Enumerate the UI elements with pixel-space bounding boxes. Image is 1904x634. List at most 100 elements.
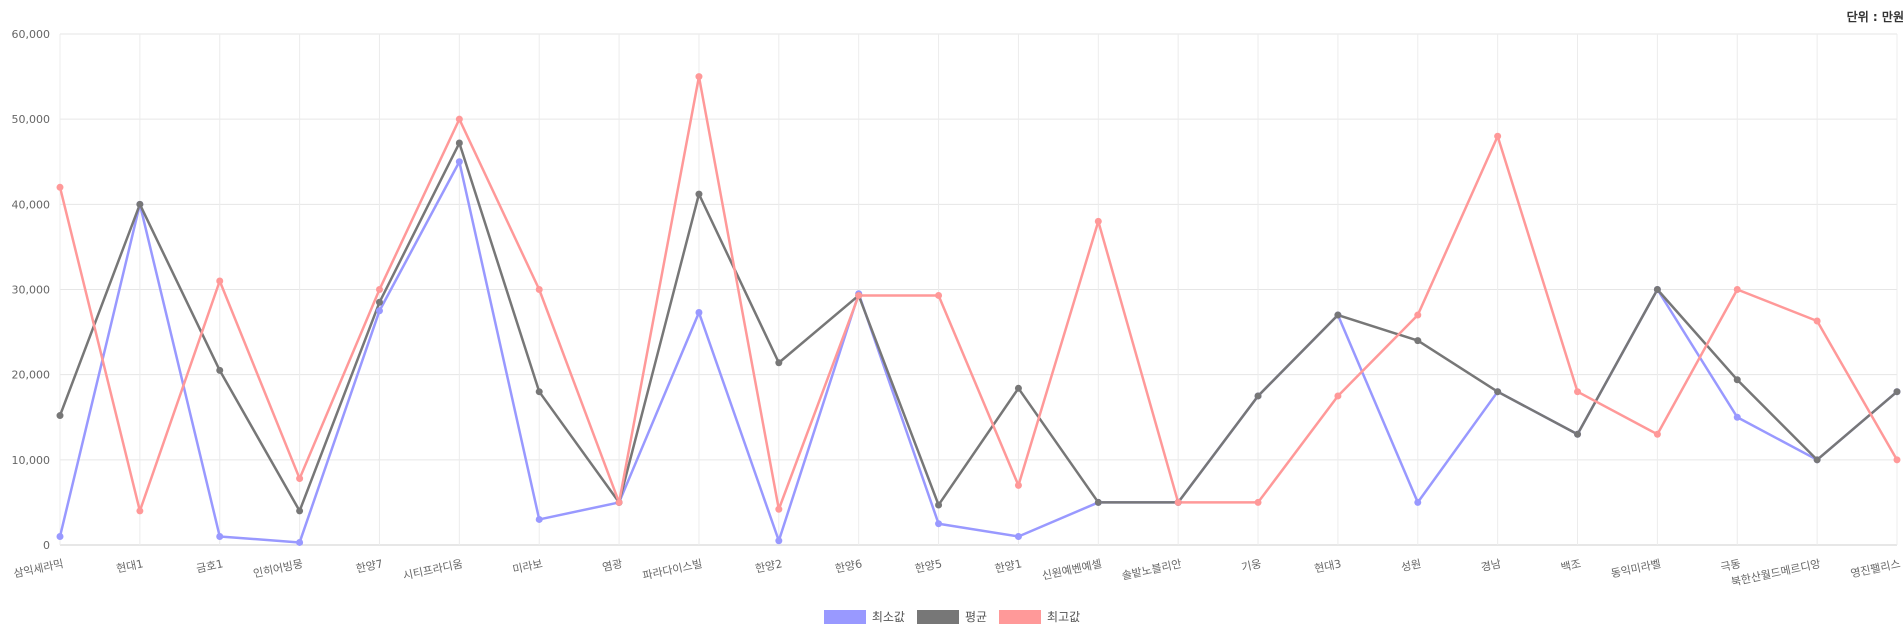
y-tick-label: 0 (43, 539, 50, 552)
line-chart: 0 10,000 20,000 30,000 40,000 50,000 60,000 삼익… (12, 28, 1902, 589)
data-point (455, 115, 463, 123)
data-point (1014, 384, 1022, 392)
data-point (775, 537, 783, 545)
data-point (296, 538, 304, 546)
y-tick-label: 50,000 (12, 113, 51, 126)
y-tick-label: 10,000 (12, 454, 51, 467)
series-line-1 (58, 141, 1898, 513)
data-point (775, 359, 783, 367)
legend-swatch (823, 609, 866, 624)
data-point (1813, 456, 1821, 464)
y-axis-ticks: 0 10,000 20,000 30,000 40,000 50,000 60,000 (12, 28, 51, 552)
data-point (1733, 376, 1741, 384)
data-point (1094, 217, 1102, 225)
data-point (535, 388, 543, 396)
y-tick-label: 30,000 (12, 284, 51, 297)
data-point (1014, 532, 1022, 540)
data-point (375, 307, 383, 315)
data-point (296, 475, 304, 483)
data-point (1733, 286, 1741, 293)
data-point (216, 277, 224, 285)
x-tick-label: 솔밭노블리안 (1121, 557, 1183, 582)
data-point (1574, 388, 1582, 396)
data-point (935, 520, 943, 528)
x-tick-label: 백조 (1560, 557, 1583, 574)
x-tick-label: 시티프라디움 (402, 557, 464, 582)
x-tick-label: 기웅 (1240, 557, 1263, 574)
x-tick-label: 현대1 (115, 557, 144, 575)
data-point (1334, 311, 1342, 319)
x-tick-label: 금호1 (195, 557, 224, 575)
data-point (1813, 317, 1821, 325)
data-point (535, 286, 543, 293)
x-tick-label: 북한산월드메르디앙 (1730, 557, 1822, 589)
legend-label: 평균 (964, 610, 988, 624)
x-tick-label: 삼익세라믹 (12, 557, 64, 580)
legend-swatch (916, 609, 959, 624)
x-tick-label: 성원 (1400, 557, 1423, 574)
x-tick-label: 경남 (1480, 557, 1503, 574)
y-tick-label: 20,000 (12, 369, 51, 382)
legend-item[interactable]: 평균 (916, 608, 988, 625)
data-point (695, 73, 703, 81)
x-axis-ticks: 삼익세라믹 현대1 금호1 인히어빙뭉 한양7 시티프라디움 미라보 염광 파라다이스빌 한양2 한… (12, 556, 1901, 589)
data-point (136, 200, 144, 208)
data-point (455, 158, 463, 166)
data-point (1574, 430, 1582, 438)
data-point (56, 532, 64, 540)
data-point (1494, 388, 1502, 396)
grid (59, 33, 1898, 546)
data-point (136, 507, 144, 515)
x-tick-label: 파라다이스빌 (641, 557, 703, 582)
x-tick-label: 한양1 (994, 557, 1023, 575)
legend-label: 최고값 (1047, 610, 1081, 624)
legend-item[interactable]: 최소값 (823, 608, 905, 625)
series-points (56, 73, 1901, 546)
x-tick-label: 한양2 (754, 557, 783, 575)
data-point (1094, 498, 1102, 506)
legend-item[interactable]: 최고값 (999, 608, 1080, 625)
x-tick-label: 한양5 (914, 557, 943, 575)
x-tick-label: 염광 (601, 557, 624, 574)
data-point (375, 298, 383, 306)
data-point (455, 139, 463, 147)
x-tick-label: 영진팰리스 (1849, 557, 1901, 580)
y-tick-label: 60,000 (12, 28, 51, 41)
data-point (1254, 392, 1262, 400)
series-line-2 (58, 75, 1899, 513)
data-point (1893, 456, 1901, 464)
data-point (1254, 498, 1262, 506)
unit-label: 단위 : 만원 (1846, 10, 1904, 24)
data-point (375, 286, 383, 293)
y-tick-label: 40,000 (12, 198, 51, 211)
x-tick-label: 동익미라벨 (1610, 557, 1662, 580)
data-point (535, 515, 543, 523)
data-point (855, 291, 863, 299)
data-point (695, 190, 703, 198)
data-point (695, 308, 703, 316)
data-point (1893, 388, 1901, 396)
data-point (296, 507, 304, 515)
data-point (1733, 413, 1741, 421)
x-tick-label: 미라보 (511, 557, 543, 576)
legend-swatch (999, 609, 1042, 624)
data-point (1414, 311, 1422, 319)
data-point (216, 532, 224, 540)
x-tick-label: 현대3 (1313, 557, 1342, 575)
data-point (56, 183, 64, 191)
legend-label: 최소값 (871, 610, 905, 624)
data-point (1014, 481, 1022, 489)
legend: 최소값 평균 최고값 (0, 608, 1904, 625)
data-point (935, 291, 943, 299)
x-tick-label: 극동 (1719, 557, 1742, 574)
data-point (615, 498, 623, 506)
data-point (216, 366, 224, 374)
x-tick-label: 신원예벤예셀 (1041, 557, 1103, 582)
data-point (56, 412, 64, 420)
data-point (1414, 498, 1422, 506)
x-tick-label: 인히어빙뭉 (252, 556, 304, 580)
series-lines (58, 75, 1899, 544)
x-tick-label: 한양7 (355, 557, 384, 575)
data-point (1414, 337, 1422, 345)
data-point (1334, 392, 1342, 400)
